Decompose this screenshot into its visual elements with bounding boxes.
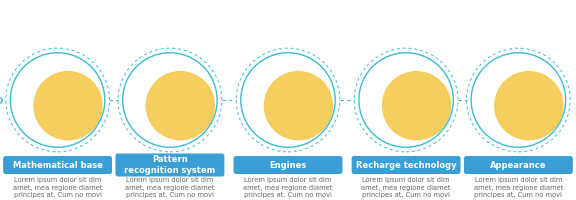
Text: Lorem ipsum dolor sit dim
amet, mea regione diamet
principes at. Cum no movi
lor: Lorem ipsum dolor sit dim amet, mea regi… (473, 177, 563, 200)
FancyBboxPatch shape (233, 156, 343, 174)
FancyBboxPatch shape (3, 156, 112, 174)
Circle shape (146, 72, 214, 140)
Text: Lorem ipsum dolor sit dim
amet, mea regione diamet
principes at. Cum no movi
lor: Lorem ipsum dolor sit dim amet, mea regi… (125, 177, 215, 200)
Circle shape (495, 72, 563, 140)
FancyBboxPatch shape (351, 156, 461, 174)
Text: Appearance: Appearance (490, 160, 547, 170)
FancyBboxPatch shape (115, 154, 225, 176)
Text: Lorem ipsum dolor sit dim
amet, mea regione diamet
principes at. Cum no movi
lor: Lorem ipsum dolor sit dim amet, mea regi… (13, 177, 103, 200)
Text: Lorem ipsum dolor sit dim
amet, mea regione diamet
principes at. Cum no movi
lor: Lorem ipsum dolor sit dim amet, mea regi… (361, 177, 451, 200)
Circle shape (264, 72, 332, 140)
Circle shape (382, 72, 450, 140)
Text: Engines: Engines (270, 160, 306, 170)
Text: Mathematical base: Mathematical base (13, 160, 103, 170)
Text: Recharge technology: Recharge technology (356, 160, 456, 170)
Circle shape (34, 72, 102, 140)
Text: Lorem ipsum dolor sit dim
amet, mea regione diamet
principes at. Cum no movi
lor: Lorem ipsum dolor sit dim amet, mea regi… (243, 177, 333, 200)
Text: Pattern
recognition system: Pattern recognition system (124, 155, 215, 175)
FancyBboxPatch shape (464, 156, 573, 174)
